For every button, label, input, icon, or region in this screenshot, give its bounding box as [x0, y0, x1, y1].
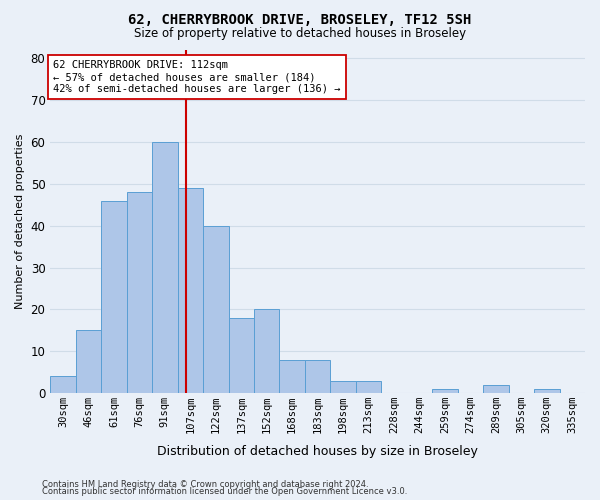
Bar [229, 318, 254, 393]
Text: 62 CHERRYBROOK DRIVE: 112sqm
← 57% of detached houses are smaller (184)
42% of s: 62 CHERRYBROOK DRIVE: 112sqm ← 57% of de… [53, 60, 341, 94]
Bar [152, 142, 178, 393]
Bar [203, 226, 229, 393]
Bar [76, 330, 101, 393]
Bar [50, 376, 76, 393]
Bar [178, 188, 203, 393]
Bar [483, 384, 509, 393]
Y-axis label: Number of detached properties: Number of detached properties [15, 134, 25, 309]
Bar [280, 360, 305, 393]
Bar [254, 310, 280, 393]
Text: Size of property relative to detached houses in Broseley: Size of property relative to detached ho… [134, 28, 466, 40]
Bar [432, 389, 458, 393]
Bar [305, 360, 331, 393]
Text: Contains public sector information licensed under the Open Government Licence v3: Contains public sector information licen… [42, 488, 407, 496]
X-axis label: Distribution of detached houses by size in Broseley: Distribution of detached houses by size … [157, 444, 478, 458]
Bar [534, 389, 560, 393]
Bar [127, 192, 152, 393]
Bar [331, 380, 356, 393]
Bar [356, 380, 382, 393]
Text: 62, CHERRYBROOK DRIVE, BROSELEY, TF12 5SH: 62, CHERRYBROOK DRIVE, BROSELEY, TF12 5S… [128, 12, 472, 26]
Text: Contains HM Land Registry data © Crown copyright and database right 2024.: Contains HM Land Registry data © Crown c… [42, 480, 368, 489]
Bar [101, 200, 127, 393]
